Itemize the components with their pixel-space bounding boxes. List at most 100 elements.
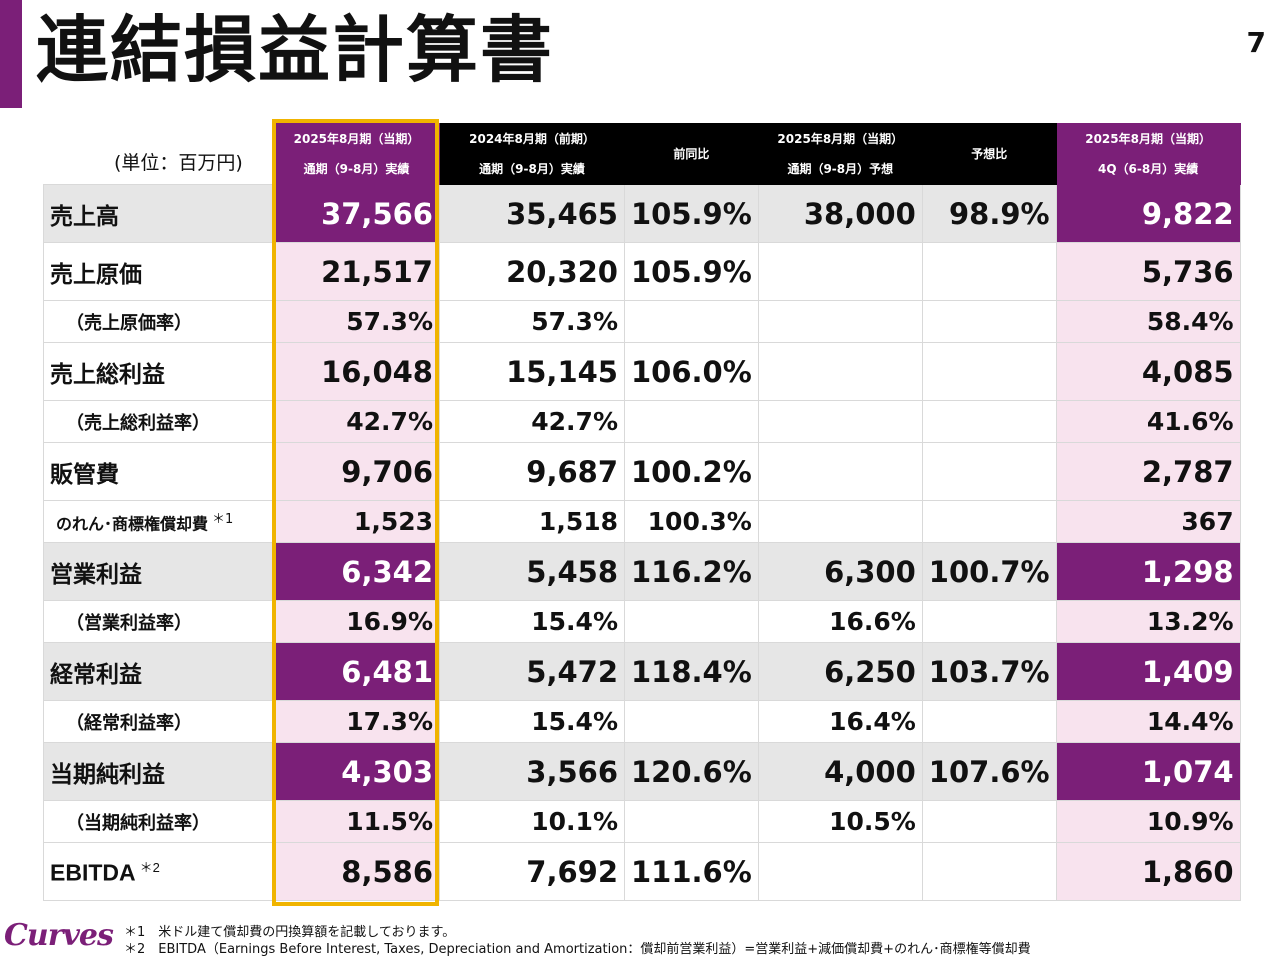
cell-forecast <box>757 300 923 343</box>
row-label: 当期純利益 <box>43 742 274 801</box>
cell-q4: 10.9% <box>1055 800 1241 843</box>
cell-vs-forecast <box>921 700 1057 743</box>
cell-vs-forecast <box>921 342 1057 401</box>
cell-prior: 10.1% <box>439 800 625 843</box>
cell-current: 11.5% <box>273 800 440 843</box>
cell-forecast <box>757 342 923 401</box>
footnote-ref: ＊1 <box>212 512 234 528</box>
cell-prior: 20,320 <box>439 242 625 301</box>
footnote-2: ＊2 EBITDA（Earnings Before Interest, Taxe… <box>124 942 1031 957</box>
cell-forecast <box>757 442 923 501</box>
cell-forecast: 6,250 <box>757 642 923 701</box>
table-row: 売上総利益 16,048 15,145 106.0% 4,085 <box>43 342 1241 401</box>
cell-current: 16.9% <box>273 600 440 643</box>
cell-vs-forecast: 98.9% <box>921 184 1057 243</box>
row-label: （売上原価率） <box>43 300 274 343</box>
col-header-forecast: 2025年8月期（当期） 通期（9-8月）予想 <box>757 123 923 185</box>
cell-current: 37,566 <box>273 184 440 243</box>
cell-vs-forecast: 103.7% <box>921 642 1057 701</box>
row-label: 売上高 <box>43 184 274 243</box>
cell-q4: 1,409 <box>1055 642 1241 701</box>
cell-yoy: 120.6% <box>624 742 759 801</box>
table-row: 売上高 37,566 35,465 105.9% 38,000 98.9% 9,… <box>43 184 1241 243</box>
col-header-yoy: 前同比 <box>624 123 759 185</box>
cell-prior: 1,518 <box>439 500 625 543</box>
cell-current: 21,517 <box>273 242 440 301</box>
cell-q4: 4,085 <box>1055 342 1241 401</box>
cell-yoy: 111.6% <box>624 842 759 901</box>
table-row: EBITDA ＊2 8,586 7,692 111.6% 1,860 <box>43 842 1241 901</box>
cell-q4: 5,736 <box>1055 242 1241 301</box>
cell-yoy <box>624 800 759 843</box>
row-label: （経常利益率） <box>43 700 274 743</box>
row-label: （売上総利益率） <box>43 400 274 443</box>
cell-current: 9,706 <box>273 442 440 501</box>
row-label: 営業利益 <box>43 542 274 601</box>
cell-vs-forecast <box>921 400 1057 443</box>
cell-current: 4,303 <box>273 742 440 801</box>
cell-yoy: 118.4% <box>624 642 759 701</box>
cell-prior: 15.4% <box>439 700 625 743</box>
cell-q4: 58.4% <box>1055 300 1241 343</box>
cell-current: 6,481 <box>273 642 440 701</box>
cell-yoy <box>624 400 759 443</box>
cell-prior: 15.4% <box>439 600 625 643</box>
header-blank <box>44 124 274 185</box>
cell-prior: 57.3% <box>439 300 625 343</box>
cell-q4: 1,298 <box>1055 542 1241 601</box>
row-label: 販管費 <box>43 442 274 501</box>
cell-forecast: 16.6% <box>757 600 923 643</box>
col-header-prior-actual: 2024年8月期（前期） 通期（9-8月）実績 <box>439 123 625 185</box>
cell-vs-forecast <box>921 600 1057 643</box>
col-header-current-actual: 2025年8月期（当期） 通期（9-8月）実績 <box>273 123 440 185</box>
cell-yoy <box>624 700 759 743</box>
cell-prior: 42.7% <box>439 400 625 443</box>
cell-forecast: 38,000 <box>757 184 923 243</box>
cell-yoy: 105.9% <box>624 242 759 301</box>
cell-yoy: 105.9% <box>624 184 759 243</box>
cell-forecast <box>757 242 923 301</box>
page-number: 7 <box>1246 26 1266 59</box>
cell-forecast: 6,300 <box>757 542 923 601</box>
cell-q4: 1,860 <box>1055 842 1241 901</box>
unit-label: (単位：百万円) <box>114 152 243 174</box>
cell-forecast: 16.4% <box>757 700 923 743</box>
row-label: （当期純利益率） <box>43 800 274 843</box>
cell-yoy: 106.0% <box>624 342 759 401</box>
cell-current: 8,586 <box>273 842 440 901</box>
cell-prior: 9,687 <box>439 442 625 501</box>
cell-prior: 5,472 <box>439 642 625 701</box>
cell-vs-forecast <box>921 500 1057 543</box>
cell-prior: 15,145 <box>439 342 625 401</box>
title-accent-bar <box>0 0 22 108</box>
cell-prior: 7,692 <box>439 842 625 901</box>
cell-vs-forecast <box>921 442 1057 501</box>
cell-yoy <box>624 300 759 343</box>
col-header-q4-actual: 2025年8月期（当期） 4Q（6-8月）実績 <box>1055 123 1241 185</box>
cell-forecast: 4,000 <box>757 742 923 801</box>
table-row: 経常利益 6,481 5,472 118.4% 6,250 103.7% 1,4… <box>43 642 1241 701</box>
cell-q4: 367 <box>1055 500 1241 543</box>
table-row: 売上原価 21,517 20,320 105.9% 5,736 <box>43 242 1241 301</box>
cell-prior: 5,458 <box>439 542 625 601</box>
col-header-vs-forecast: 予想比 <box>921 123 1057 185</box>
cell-current: 16,048 <box>273 342 440 401</box>
table-row: （経常利益率） 17.3% 15.4% 16.4% 14.4% <box>43 700 1241 743</box>
cell-yoy: 100.2% <box>624 442 759 501</box>
cell-q4: 41.6% <box>1055 400 1241 443</box>
table-row: （売上原価率） 57.3% 57.3% 58.4% <box>43 300 1241 343</box>
cell-current: 42.7% <box>273 400 440 443</box>
cell-forecast <box>757 842 923 901</box>
table-row: （売上総利益率） 42.7% 42.7% 41.6% <box>43 400 1241 443</box>
cell-vs-forecast <box>921 300 1057 343</box>
cell-forecast <box>757 400 923 443</box>
row-label: EBITDA ＊2 <box>43 842 274 901</box>
cell-q4: 9,822 <box>1055 184 1241 243</box>
cell-vs-forecast <box>921 800 1057 843</box>
curves-logo: Curves <box>4 918 114 953</box>
row-label: 経常利益 <box>43 642 274 701</box>
page-title: 連結損益計算書 <box>36 8 555 92</box>
cell-current: 6,342 <box>273 542 440 601</box>
cell-q4: 2,787 <box>1055 442 1241 501</box>
cell-prior: 35,465 <box>439 184 625 243</box>
